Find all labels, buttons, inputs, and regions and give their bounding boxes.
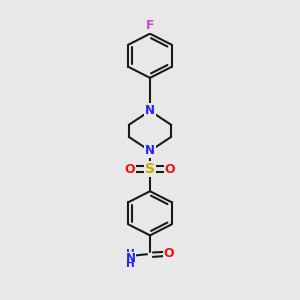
Text: N: N [145,104,155,117]
Text: O: O [164,247,175,260]
Text: O: O [125,163,135,176]
Text: N: N [126,252,136,266]
Text: H: H [127,249,135,259]
Text: F: F [146,19,154,32]
Text: N: N [145,144,155,158]
Text: H: H [127,259,135,269]
Text: S: S [145,162,155,176]
Text: O: O [165,163,175,176]
